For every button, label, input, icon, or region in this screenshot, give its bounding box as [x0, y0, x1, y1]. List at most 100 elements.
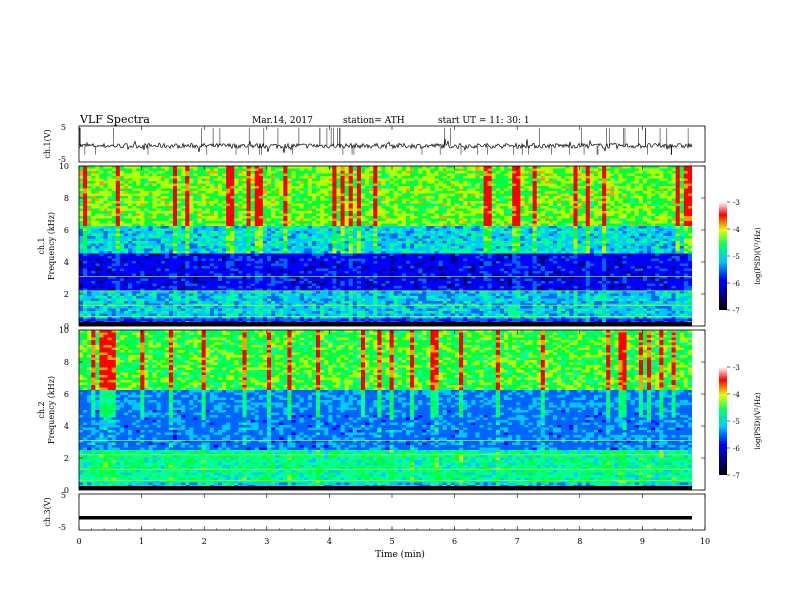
spectrogram-cell — [193, 221, 198, 224]
spectrogram-cell — [160, 276, 166, 279]
spectrogram-cell — [209, 248, 215, 252]
spectrogram-cell — [291, 296, 296, 299]
spectrogram-cell — [213, 296, 219, 299]
spectrogram-cell — [205, 258, 211, 262]
spectrogram-cell — [381, 213, 386, 217]
spectrogram-cell — [205, 288, 211, 292]
spectrogram-cell — [189, 286, 194, 289]
spectrogram-cell — [119, 288, 125, 292]
spectrogram-cell — [258, 203, 264, 207]
spectrogram-cell — [332, 318, 337, 322]
spectrogram-cell — [344, 201, 350, 204]
spectrogram-cell — [262, 203, 268, 207]
spectrogram-cell — [332, 268, 337, 272]
spectrogram-cell — [209, 183, 215, 187]
spectrogram-cell — [287, 186, 292, 189]
spectrogram-cell — [103, 243, 108, 247]
spectrogram-cell — [303, 243, 309, 247]
spectrogram-cell — [324, 293, 329, 297]
spectrogram-cell — [115, 261, 121, 264]
spectrogram-cell — [156, 258, 162, 262]
spectrogram-cell — [238, 166, 243, 169]
spectrogram-cell — [177, 258, 182, 262]
spectrogram-cell — [275, 311, 280, 314]
spectrogram-cell — [193, 261, 198, 264]
spectrogram-cell — [266, 191, 272, 194]
spectrogram-cell — [365, 261, 370, 264]
spectrogram-cell — [201, 308, 206, 312]
spectrogram-cell — [381, 191, 386, 194]
spectrogram-cell — [213, 293, 219, 297]
spectrogram-cell — [254, 183, 260, 187]
spectrogram-cell — [79, 316, 84, 319]
spectrogram-cell — [83, 268, 88, 272]
spectrogram-cell — [201, 236, 206, 239]
spectrogram-cell — [213, 238, 219, 242]
spectrogram-cell — [377, 206, 382, 209]
spectrogram-cell — [197, 203, 202, 207]
spectrogram-cell — [324, 306, 329, 309]
spectrogram-cell — [275, 243, 280, 247]
spectrogram-cell — [177, 211, 182, 214]
spectrogram-cell — [377, 236, 382, 239]
spectrogram-cell — [373, 248, 378, 252]
spectrogram-cell — [291, 238, 296, 242]
spectrogram-cell — [389, 208, 394, 212]
spectrogram-cell — [360, 306, 366, 309]
spectrogram-cell — [275, 211, 280, 214]
spectrogram-cell — [156, 183, 162, 187]
spectrogram-cell — [360, 266, 366, 269]
spectrogram-cell — [389, 248, 394, 252]
spectrogram-cell — [95, 228, 100, 232]
spectrogram-cell — [189, 191, 194, 194]
spectrogram-cell — [234, 171, 239, 174]
spectrogram-cell — [230, 216, 235, 219]
spectrogram-cell — [140, 308, 145, 312]
spectrogram-cell — [123, 263, 129, 267]
spectrogram-cell — [271, 206, 276, 209]
spectrogram-cell — [258, 168, 264, 172]
spectrogram-cell — [95, 181, 100, 184]
spectrogram-cell — [95, 288, 100, 292]
spectrogram-cell — [234, 191, 239, 194]
spectrogram-cell — [356, 178, 362, 182]
spectrogram-cell — [115, 178, 121, 182]
spectrogram-cell — [311, 271, 317, 274]
spectrogram-cell — [193, 271, 198, 274]
spectrogram-cell — [287, 248, 292, 252]
spectrogram-cell — [303, 246, 309, 249]
spectrogram-cell — [119, 318, 125, 322]
spectrogram-cell — [205, 226, 211, 229]
spectrogram-cell — [140, 191, 145, 194]
spectrogram-cell — [177, 251, 182, 254]
spectrogram-cell — [132, 176, 137, 179]
spectrogram-cell — [352, 286, 358, 289]
spectrogram-cell — [172, 278, 178, 282]
spectrogram-cell — [246, 318, 251, 322]
spectrogram-cell — [279, 183, 284, 187]
spectrogram-cell — [377, 196, 382, 199]
spectrogram-cell — [238, 311, 243, 314]
spectrogram-cell — [303, 283, 309, 287]
spectrogram-cell — [295, 241, 300, 244]
spectrogram-cell — [205, 228, 211, 232]
spectrogram-cell — [250, 171, 256, 174]
ch1-ytick-top: 5 — [61, 123, 66, 132]
spectrogram-cell — [385, 303, 390, 307]
spectrogram-cell — [303, 251, 309, 254]
spectrogram-cell — [373, 311, 378, 314]
spectrogram-cell — [291, 243, 296, 247]
spectrogram-cell — [79, 293, 84, 297]
spectrogram-cell — [205, 211, 211, 214]
spectrogram-cell — [222, 196, 227, 199]
spectrogram-cell — [222, 228, 227, 232]
spectrogram-cell — [205, 173, 211, 177]
spectrogram-cell — [160, 188, 166, 192]
spectrogram-cell — [283, 248, 288, 252]
spectrogram-cell — [369, 213, 374, 217]
spectrogram-cell — [258, 198, 264, 202]
spectrogram-cell — [275, 218, 280, 222]
spectrogram-cell — [95, 276, 100, 279]
spectrogram-cell — [172, 286, 178, 289]
spectrogram-cell — [238, 316, 243, 319]
